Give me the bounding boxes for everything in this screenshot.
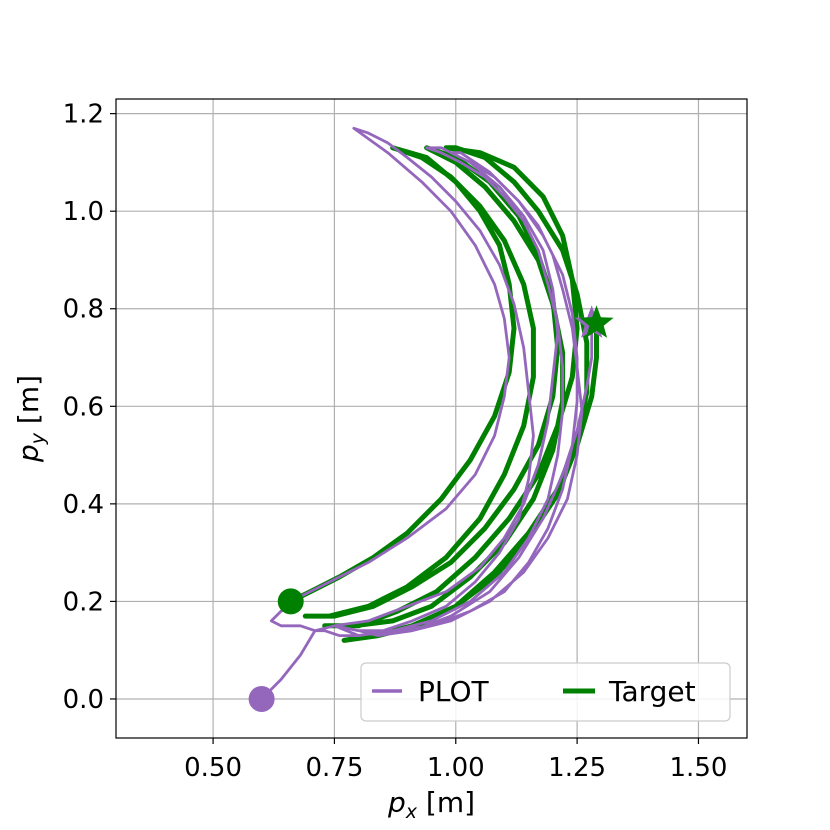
x-tick-label: 1.25: [548, 753, 606, 783]
x-tick-label: 0.50: [184, 753, 242, 783]
y-tick-label: 0.2: [63, 587, 104, 617]
legend-label-plot: PLOT: [418, 675, 490, 708]
y-tick-label: 0.4: [63, 490, 104, 520]
end-marker-target: [579, 305, 614, 338]
series-line-plot: [260, 126, 594, 701]
y-tick-label: 1.2: [63, 100, 104, 130]
x-tick-label: 0.75: [305, 753, 363, 783]
y-tick-label: 0.8: [63, 295, 104, 325]
legend-label-target: Target: [608, 675, 696, 708]
y-tick-label: 0.6: [63, 392, 104, 422]
x-axis-label: px [m]: [387, 786, 475, 823]
legend-box: [360, 662, 731, 722]
plot-frame: [115, 98, 748, 739]
series-clip-group: [260, 126, 599, 701]
legend: PLOT Target: [360, 662, 731, 722]
grid: [116, 99, 747, 738]
x-tick-label: 1.00: [427, 753, 485, 783]
series-layer: [248, 126, 614, 712]
x-tick-label: 1.50: [670, 753, 728, 783]
y-tick-label: 1.0: [63, 197, 104, 227]
start-marker-target: [277, 588, 304, 615]
axis-ticks: 0.50 0.75 1.00 1.25 1.50 0.0 0.2 0.4 0.6 0.8 1.0 1.…: [63, 100, 728, 783]
y-axis-label: py [m]: [12, 375, 49, 463]
y-tick-label: 0.0: [63, 685, 104, 715]
start-marker-plot: [248, 685, 275, 712]
